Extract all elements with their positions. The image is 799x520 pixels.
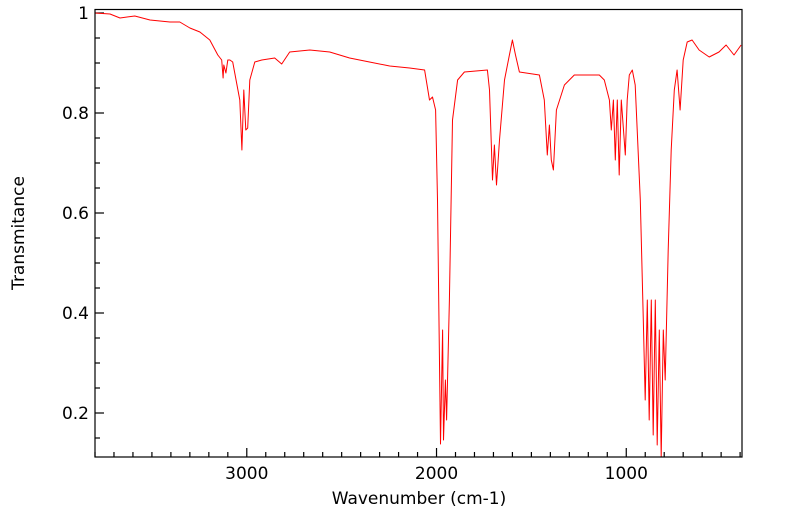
- x-tick-labels: 3000 2000 1000: [225, 464, 648, 484]
- plot-frame: [94, 8, 743, 458]
- y-tick-label: 0.2: [62, 404, 89, 424]
- spectrum-line: [94, 12, 742, 458]
- y-tick-label: 0.4: [62, 304, 89, 324]
- x-tick-label: 1000: [605, 464, 648, 484]
- y-tick-label: 0.8: [62, 104, 89, 124]
- x-tick-label: 3000: [225, 464, 268, 484]
- y-tick-label: 1: [78, 4, 89, 24]
- y-tick-labels: 0.2 0.4 0.6 0.8 1: [62, 4, 89, 424]
- y-axis-label: Transmitance: [9, 176, 29, 291]
- x-tick-label: 2000: [415, 464, 458, 484]
- axis-ticks: [94, 12, 741, 457]
- y-tick-label: 0.6: [62, 204, 89, 224]
- x-axis-label: Wavenumber (cm-1): [332, 489, 507, 509]
